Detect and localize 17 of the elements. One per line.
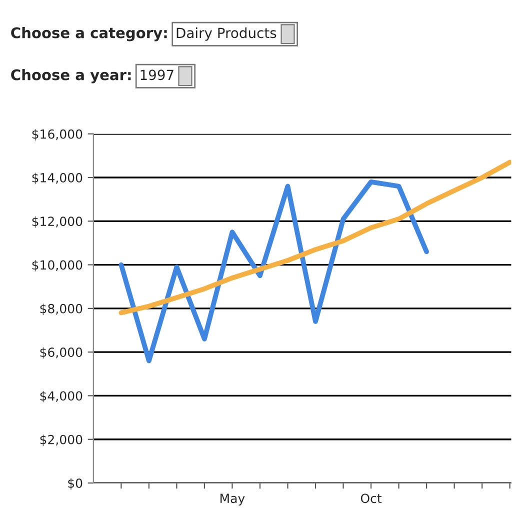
line-series	[118, 179, 429, 364]
x-tick-label: Oct	[360, 494, 382, 504]
y-tick-label: $16,000	[32, 129, 82, 140]
y-tick-label: $12,000	[32, 216, 82, 228]
text: Choose a year:	[11, 69, 131, 84]
x-tick-label: May	[220, 494, 245, 506]
text: Dairy Products	[176, 27, 276, 41]
y-tick-label: $0	[68, 478, 82, 490]
y-tick-label: $6,000	[40, 347, 82, 359]
y-tick-label: $8,000	[40, 304, 82, 316]
y-tick-label: $10,000	[32, 260, 82, 272]
y-tick-label: $14,000	[32, 172, 82, 184]
line-series	[118, 160, 512, 316]
y-tick-label: $4,000	[40, 390, 82, 402]
y-tick-label: $2,000	[40, 434, 82, 446]
text: Choose a category:	[11, 27, 167, 42]
text: 1997	[140, 70, 174, 80]
